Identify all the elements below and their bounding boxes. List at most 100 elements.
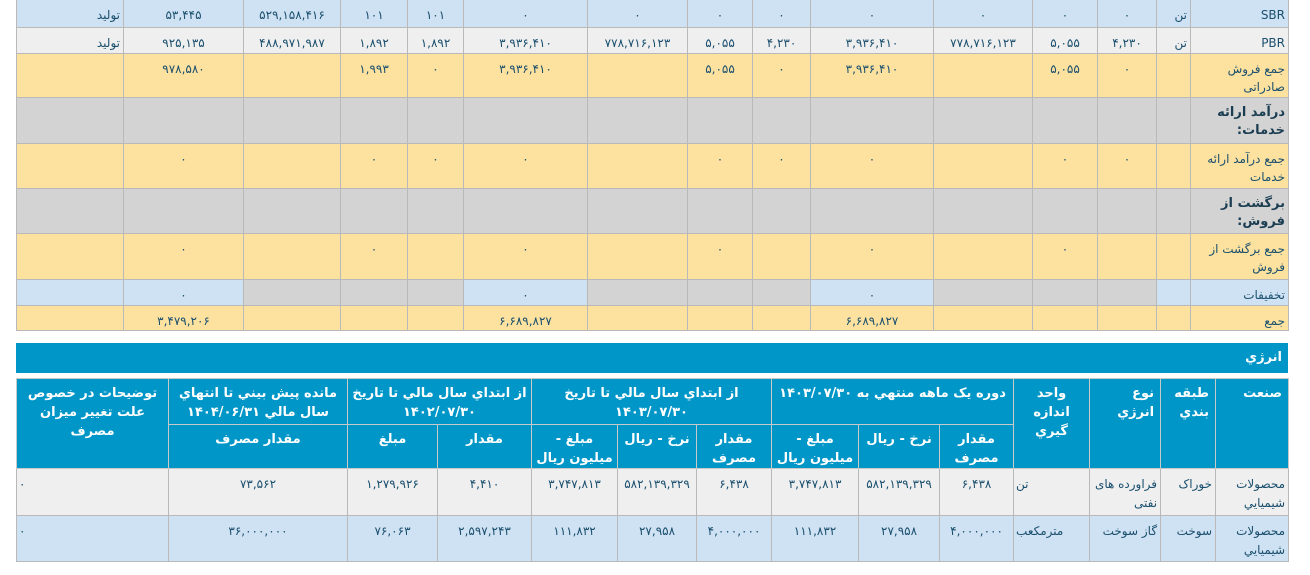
unit-cell	[1156, 279, 1191, 306]
empty-cell	[1097, 188, 1157, 234]
value-cell: ۰	[587, 0, 688, 28]
value-cell: ۰	[810, 233, 934, 280]
row-label: SBR	[1190, 0, 1289, 28]
value-cell: ۰	[407, 143, 464, 189]
explanation-cell: ۰	[16, 468, 169, 516]
col-industry: صنعت	[1215, 378, 1290, 469]
value-cell	[16, 233, 124, 280]
energy-header-row-1: صنعت طبقه بندي نوع انرژي واحد اندازه گير…	[16, 378, 1290, 469]
value-cell: ۵۳,۴۴۵	[123, 0, 244, 28]
value-cell	[1032, 279, 1098, 306]
value-cell: ۷۷۸,۷۱۶,۱۲۳	[587, 27, 688, 54]
empty-cell	[463, 97, 588, 144]
value-cell: ۳,۹۳۶,۴۱۰	[463, 53, 588, 98]
section-title: درآمد ارائه خدمات:	[1190, 97, 1289, 144]
value-cell: ۷۷۸,۷۱۶,۱۲۳	[933, 27, 1033, 54]
value-cell	[687, 279, 753, 306]
empty-cell	[463, 188, 588, 234]
col-classification: طبقه بندي	[1160, 378, 1217, 469]
energy-row-fuel: محصولات شيميايي سوخت گاز سوخت مترمکعب ۴,…	[16, 515, 1290, 562]
value-cell	[933, 233, 1033, 280]
value-cell	[933, 53, 1033, 98]
value-cell: ۰	[123, 143, 244, 189]
value-cell: ۴۸۸,۹۷۱,۹۸۷	[243, 27, 341, 54]
value-cell: ۰	[810, 0, 934, 28]
value-cell: ۰	[687, 143, 753, 189]
row-label: جمع	[1190, 305, 1289, 331]
value-cell	[1097, 233, 1157, 280]
col-ytd-quantity: مقدار مصرف	[696, 424, 773, 469]
value-cell: ۶,۴۳۸	[696, 468, 773, 516]
col-unit: واحد اندازه گيري	[1013, 378, 1091, 469]
empty-cell	[752, 188, 811, 234]
empty-cell	[407, 188, 464, 234]
value-cell: ۱۰۱	[340, 0, 408, 28]
table-row-sbr: SBR تن ۰ ۰ ۰ ۰ ۰ ۰ ۰ ۰ ۱۰۱ ۱۰۱ ۵۲۹,۱۵۸,۴…	[16, 0, 1289, 28]
empty-cell	[123, 188, 244, 234]
empty-cell	[810, 97, 934, 144]
value-cell: ۵,۰۵۵	[1032, 27, 1098, 54]
industry-cell: محصولات شيميايي	[1215, 468, 1290, 516]
value-cell	[407, 233, 464, 280]
value-cell: ۴,۴۱۰	[437, 468, 532, 516]
value-cell	[243, 233, 341, 280]
value-cell: ۶,۴۳۸	[939, 468, 1015, 516]
value-cell	[587, 305, 688, 331]
value-cell: ۱۰۱	[407, 0, 464, 28]
col-prev-quantity: مقدار	[437, 424, 532, 469]
col-ytd-rate: نرخ - ريال	[617, 424, 698, 469]
table-row-pbr: PBR تن ۴,۲۳۰ ۵,۰۵۵ ۷۷۸,۷۱۶,۱۲۳ ۳,۹۳۶,۴۱۰…	[16, 27, 1289, 54]
value-cell: ۵,۰۵۵	[687, 53, 753, 98]
empty-cell	[16, 97, 124, 144]
value-cell: ۱۱۱,۸۳۲	[530, 515, 619, 562]
value-cell	[1032, 305, 1098, 331]
value-cell	[16, 305, 124, 331]
value-cell	[16, 143, 124, 189]
empty-cell	[810, 188, 934, 234]
row-label: جمع برگشت از فروش	[1190, 233, 1289, 280]
value-cell: ۱,۲۷۹,۹۲۶	[347, 468, 438, 516]
value-cell	[16, 53, 124, 98]
value-cell	[752, 233, 811, 280]
empty-cell	[687, 188, 753, 234]
type-cell: تولید	[16, 27, 124, 54]
row-label: تخفیفات	[1190, 279, 1289, 306]
empty-cell	[1156, 188, 1191, 234]
empty-cell	[752, 97, 811, 144]
type-cell: تولید	[16, 0, 124, 28]
unit-cell: تن	[1156, 27, 1191, 54]
value-cell: ۰	[1032, 143, 1098, 189]
value-cell	[933, 305, 1033, 331]
value-cell: ۲۷,۹۵۸	[858, 515, 941, 562]
empty-cell	[340, 97, 408, 144]
table-row-discounts: تخفیفات ۰ ۰ ۰	[16, 279, 1289, 306]
empty-cell	[587, 188, 688, 234]
value-cell: ۴,۲۳۰	[1097, 27, 1157, 54]
table-row-export-total: جمع فروش صادراتی ۰ ۵,۰۵۵ ۳,۹۳۶,۴۱۰ ۰ ۵,۰…	[16, 53, 1289, 98]
empty-cell	[687, 97, 753, 144]
value-cell: ۶,۶۸۹,۸۲۷	[810, 305, 934, 331]
value-cell: ۶,۶۸۹,۸۲۷	[463, 305, 588, 331]
value-cell: ۰	[687, 0, 753, 28]
value-cell: ۴,۲۳۰	[752, 27, 811, 54]
empty-cell	[243, 97, 341, 144]
empty-cell	[1032, 188, 1098, 234]
value-cell: ۳,۴۷۹,۲۰۶	[123, 305, 244, 331]
value-cell: ۴,۰۰۰,۰۰۰	[696, 515, 773, 562]
value-cell: ۵۸۲,۱۳۹,۳۲۹	[858, 468, 941, 516]
value-cell: ۰	[463, 0, 588, 28]
value-cell: ۰	[810, 143, 934, 189]
col-group-forecast: مانده پيش بيني تا انتهاي سال مالي ۱۴۰۴/۰…	[168, 378, 348, 425]
row-label: PBR	[1190, 27, 1289, 54]
value-cell: ۳,۹۳۶,۴۱۰	[463, 27, 588, 54]
value-cell	[587, 279, 688, 306]
unit-cell	[1156, 233, 1191, 280]
value-cell: ۰	[687, 233, 753, 280]
value-cell: ۰	[752, 53, 811, 98]
classification-cell: خوراک	[1160, 468, 1217, 516]
empty-cell	[407, 97, 464, 144]
value-cell	[340, 305, 408, 331]
value-cell: ۰	[1032, 0, 1098, 28]
table-row-grand-total: جمع ۶,۶۸۹,۸۲۷ ۶,۶۸۹,۸۲۷ ۳,۴۷۹,۲۰۶	[16, 305, 1289, 331]
value-cell	[687, 305, 753, 331]
